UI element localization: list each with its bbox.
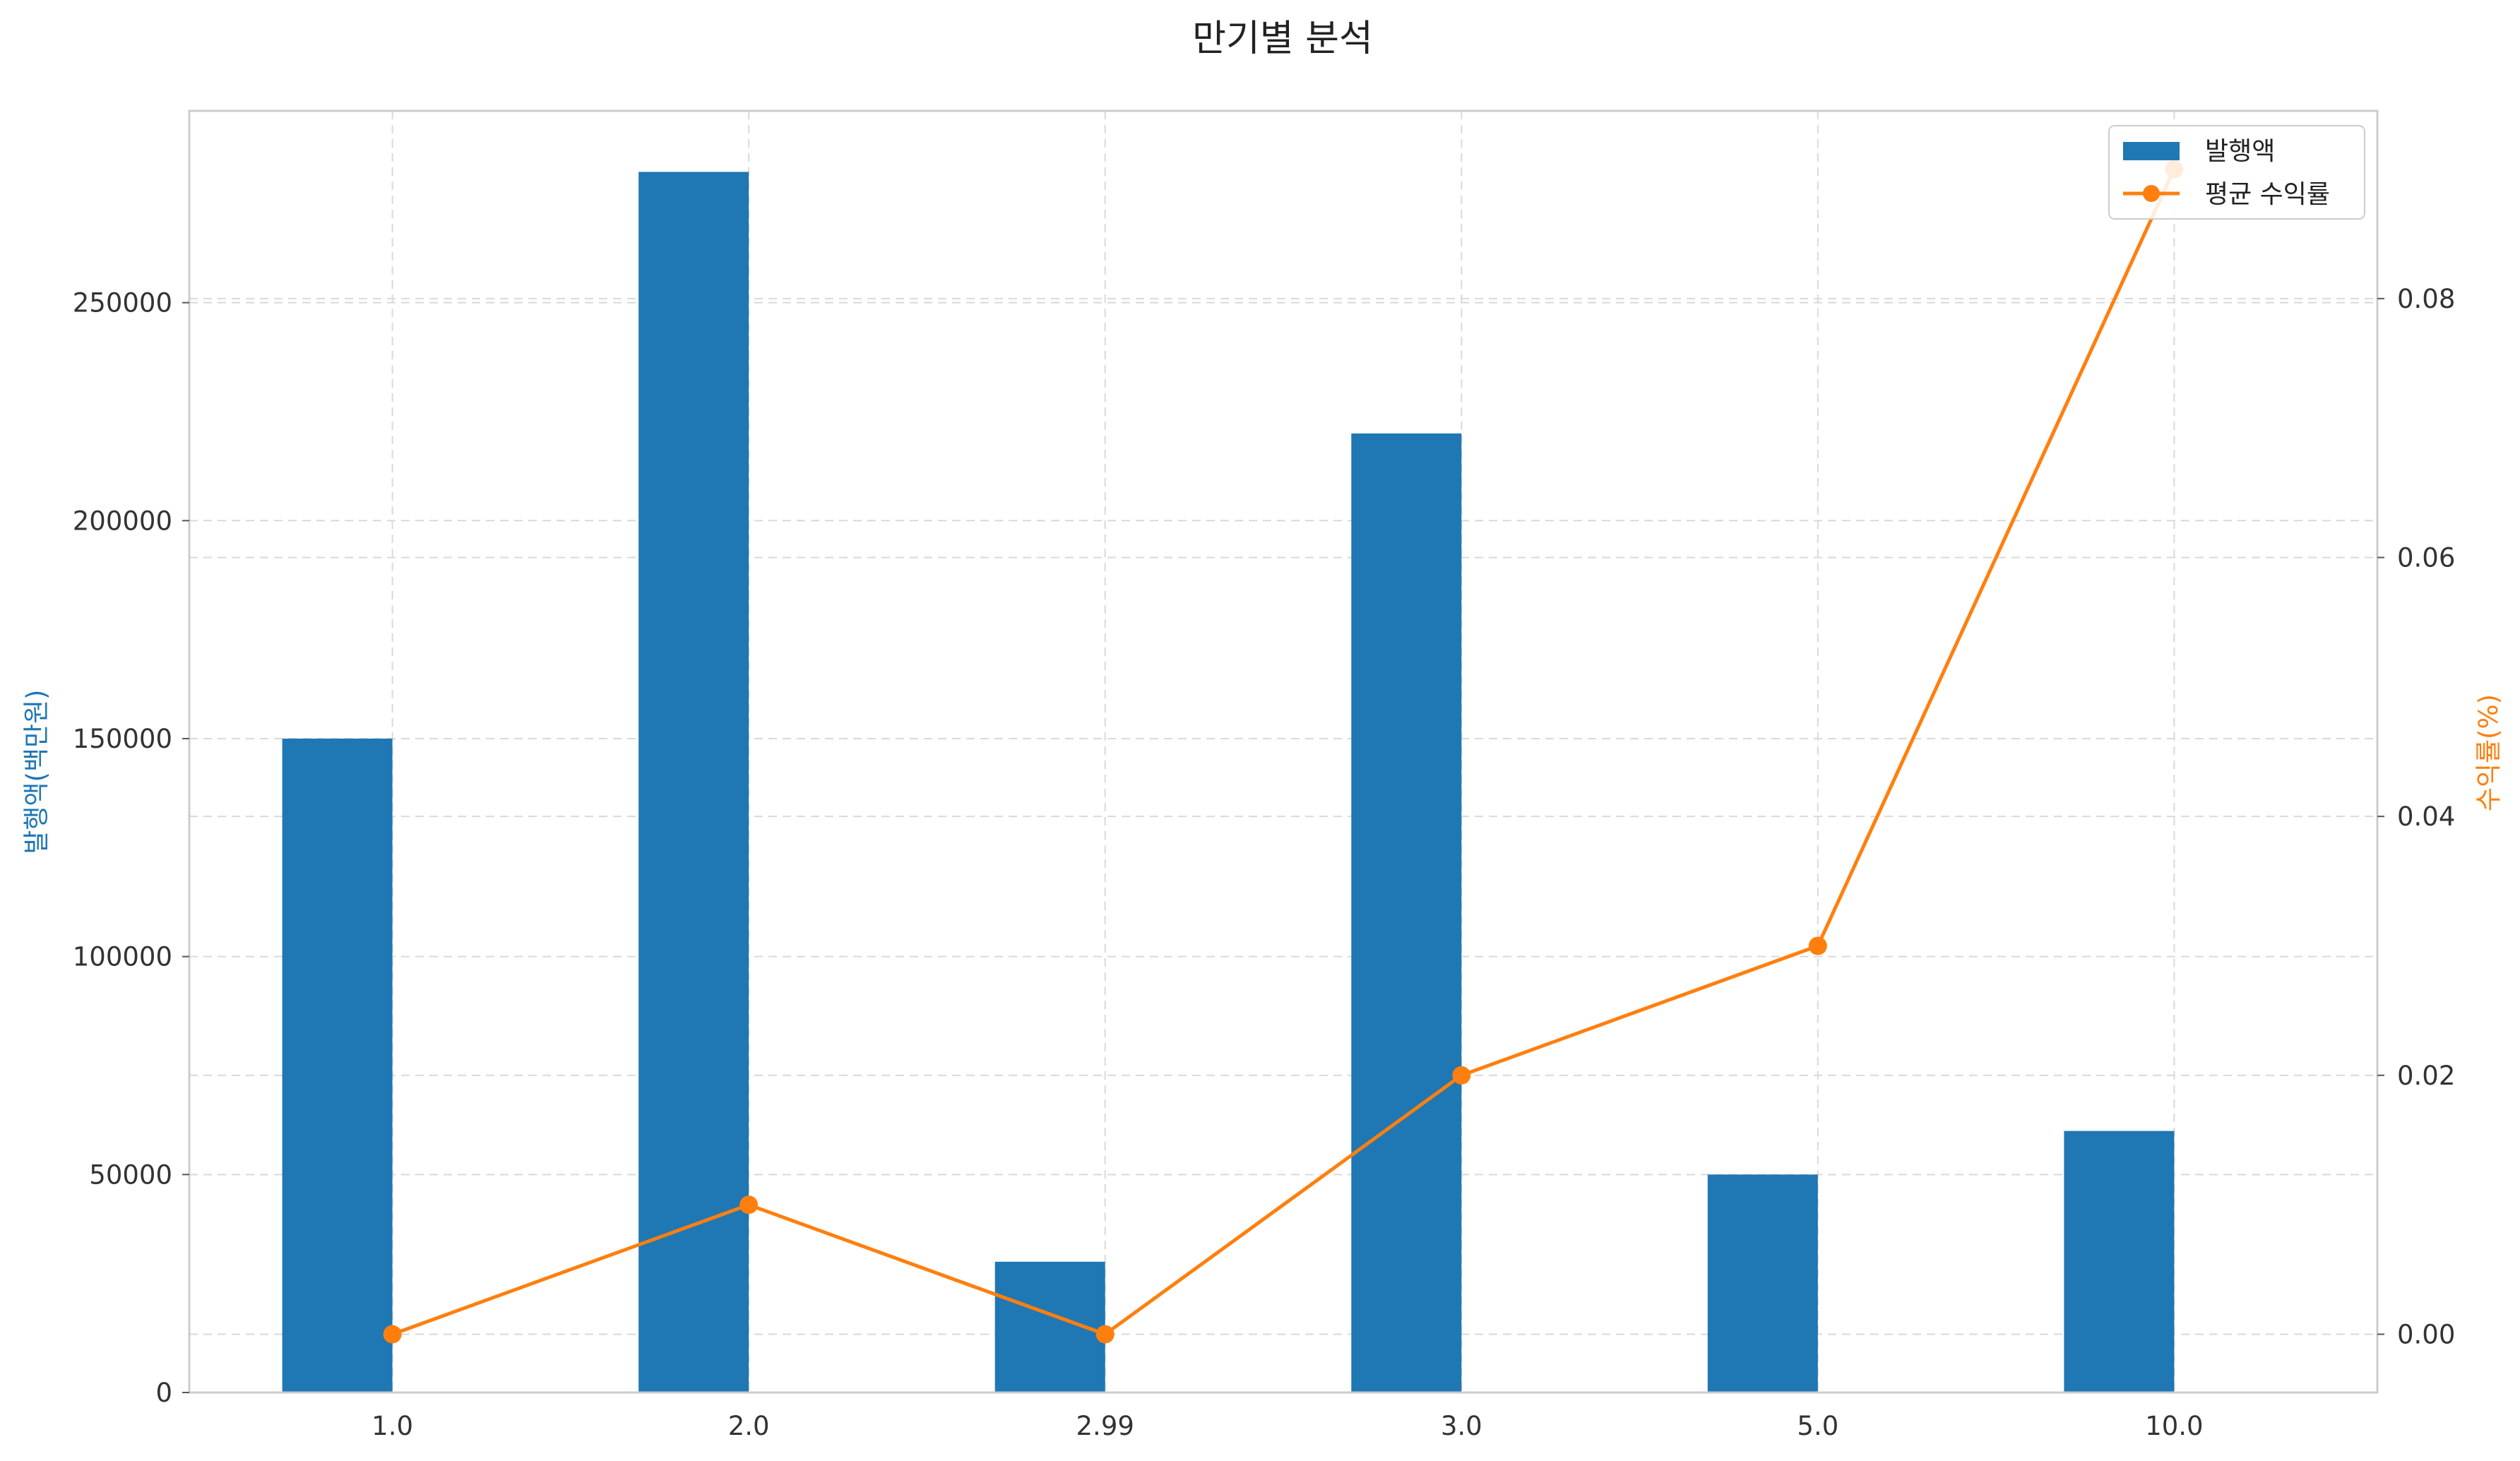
point [739,1195,759,1215]
plot-frame [188,109,2379,1394]
y-axis-right-label: 수익률(%) [2473,694,2504,811]
bar [2064,1131,2175,1393]
x-tick-label: 1.0 [372,1411,413,1441]
series-line [391,168,2176,1336]
y-left-tick-label: 200000 [73,506,172,536]
x-tick-labels: 1.0 2.0 2.99 3.0 5.0 10.0 [372,1411,2203,1441]
line-series [383,160,2184,1344]
point [1808,936,1827,955]
y-left-tick-label: 150000 [73,724,172,754]
bar [1351,433,1462,1393]
bar-series [282,172,2175,1393]
bar [282,738,393,1393]
legend-label-issuance: 발행액 [2205,137,2275,166]
y-right-tick-labels: 0.00 0.02 0.04 0.06 0.08 [2377,284,2455,1350]
bar [1707,1174,1818,1393]
y-left-tick-labels: 0 50000 100000 150000 200000 250000 [73,288,189,1408]
legend-swatch-bar [2123,142,2180,160]
y-right-tick-label: 0.06 [2397,543,2455,573]
y-left-tick-label: 0 [155,1378,172,1408]
x-tick-label: 5.0 [1797,1411,1838,1441]
legend: 발행액 평균 수익률 [2108,125,2365,220]
x-tick-label: 10.0 [2145,1411,2203,1441]
y-left-tick-label: 50000 [89,1159,172,1190]
bar [638,172,749,1393]
y-axis-left-label: 발행액(백만원) [21,689,52,854]
y-right-tick-label: 0.04 [2397,801,2455,832]
x-tick-label: 2.99 [1076,1411,1134,1441]
point [1452,1066,1471,1085]
chart-title: 만기별 분석 [1192,18,1373,60]
x-tick-label: 2.0 [728,1411,770,1441]
x-tick-label: 3.0 [1441,1411,1482,1441]
legend-label-avg-yield: 평균 수익률 [2205,180,2330,209]
y-left-tick-label: 250000 [73,288,172,318]
y-right-tick-label: 0.08 [2397,284,2455,314]
y-right-tick-label: 0.00 [2397,1320,2455,1350]
legend-swatch-marker [2143,185,2160,202]
grid-lines [189,111,2377,1393]
point [383,1325,402,1344]
y-left-tick-label: 100000 [73,942,172,972]
y-right-tick-label: 0.02 [2397,1061,2455,1091]
point [1095,1325,1115,1344]
